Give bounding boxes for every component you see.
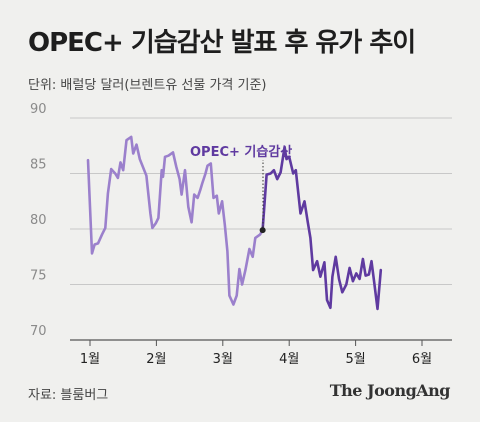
y-tick-label: 75 [30,269,47,284]
y-tick-label: 90 [30,102,47,117]
announcement-point [259,227,266,234]
x-tick-label: 4월 [279,352,299,367]
x-tick-label: 5월 [345,352,365,367]
series-line-after [261,145,383,311]
y-tick-label: 80 [30,213,47,228]
chart-title: OPEC+ 기습감산 발표 후 유가 추이 [28,28,416,58]
x-tick-label: 2월 [146,352,166,367]
x-tick-label: 3월 [213,352,233,367]
annotation-label: OPEC+ 기습감산 [190,144,292,160]
source-label: 자료: 블룸버그 [28,388,109,403]
brand-logo: The JoongAng [329,381,451,400]
y-tick-label: 85 [30,158,47,173]
x-tick-label: 6월 [412,352,432,367]
unit-label: 단위: 배럴당 달러(브렌트유 선물 가격 기준) [28,78,267,93]
y-tick-label: 70 [30,324,47,339]
series-line-before [86,135,264,306]
x-tick-label: 1월 [80,352,100,367]
